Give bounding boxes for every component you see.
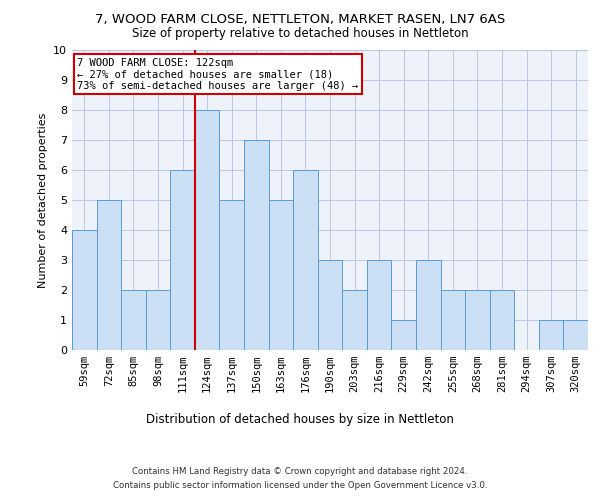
- Text: Contains public sector information licensed under the Open Government Licence v3: Contains public sector information licen…: [113, 481, 487, 490]
- Bar: [367, 260, 391, 350]
- Text: 7 WOOD FARM CLOSE: 122sqm
← 27% of detached houses are smaller (18)
73% of semi-: 7 WOOD FARM CLOSE: 122sqm ← 27% of detac…: [77, 58, 358, 90]
- Bar: [318, 260, 342, 350]
- Bar: [195, 110, 220, 350]
- Text: Contains HM Land Registry data © Crown copyright and database right 2024.: Contains HM Land Registry data © Crown c…: [132, 468, 468, 476]
- Bar: [269, 200, 293, 350]
- Text: Size of property relative to detached houses in Nettleton: Size of property relative to detached ho…: [131, 28, 469, 40]
- Bar: [97, 200, 121, 350]
- Y-axis label: Number of detached properties: Number of detached properties: [38, 112, 47, 288]
- Text: Distribution of detached houses by size in Nettleton: Distribution of detached houses by size …: [146, 412, 454, 426]
- Bar: [440, 290, 465, 350]
- Bar: [220, 200, 244, 350]
- Bar: [170, 170, 195, 350]
- Bar: [293, 170, 318, 350]
- Bar: [146, 290, 170, 350]
- Bar: [72, 230, 97, 350]
- Bar: [391, 320, 416, 350]
- Bar: [539, 320, 563, 350]
- Text: 7, WOOD FARM CLOSE, NETTLETON, MARKET RASEN, LN7 6AS: 7, WOOD FARM CLOSE, NETTLETON, MARKET RA…: [95, 12, 505, 26]
- Bar: [416, 260, 440, 350]
- Bar: [342, 290, 367, 350]
- Bar: [490, 290, 514, 350]
- Bar: [244, 140, 269, 350]
- Bar: [563, 320, 588, 350]
- Bar: [121, 290, 146, 350]
- Bar: [465, 290, 490, 350]
